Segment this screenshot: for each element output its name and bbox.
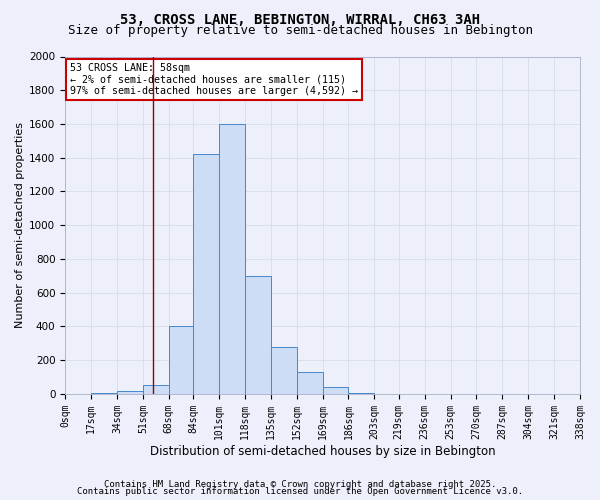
Bar bbox=[169, 326, 193, 394]
Bar bbox=[296, 372, 323, 394]
Text: Size of property relative to semi-detached houses in Bebington: Size of property relative to semi-detach… bbox=[67, 24, 533, 37]
X-axis label: Distribution of semi-detached houses by size in Bebington: Distribution of semi-detached houses by … bbox=[150, 444, 496, 458]
Text: Contains public sector information licensed under the Open Government Licence v3: Contains public sector information licen… bbox=[77, 487, 523, 496]
Text: Contains HM Land Registry data © Crown copyright and database right 2025.: Contains HM Land Registry data © Crown c… bbox=[104, 480, 496, 489]
Bar bbox=[117, 390, 143, 394]
Bar bbox=[245, 276, 271, 394]
Y-axis label: Number of semi-detached properties: Number of semi-detached properties bbox=[15, 122, 25, 328]
Bar bbox=[349, 393, 374, 394]
Bar bbox=[91, 393, 117, 394]
Bar bbox=[271, 346, 296, 394]
Bar bbox=[193, 154, 219, 394]
Bar bbox=[219, 124, 245, 394]
Bar bbox=[323, 387, 349, 394]
Text: 53 CROSS LANE: 58sqm
← 2% of semi-detached houses are smaller (115)
97% of semi-: 53 CROSS LANE: 58sqm ← 2% of semi-detach… bbox=[70, 63, 358, 96]
Bar bbox=[143, 384, 169, 394]
Text: 53, CROSS LANE, BEBINGTON, WIRRAL, CH63 3AH: 53, CROSS LANE, BEBINGTON, WIRRAL, CH63 … bbox=[120, 12, 480, 26]
